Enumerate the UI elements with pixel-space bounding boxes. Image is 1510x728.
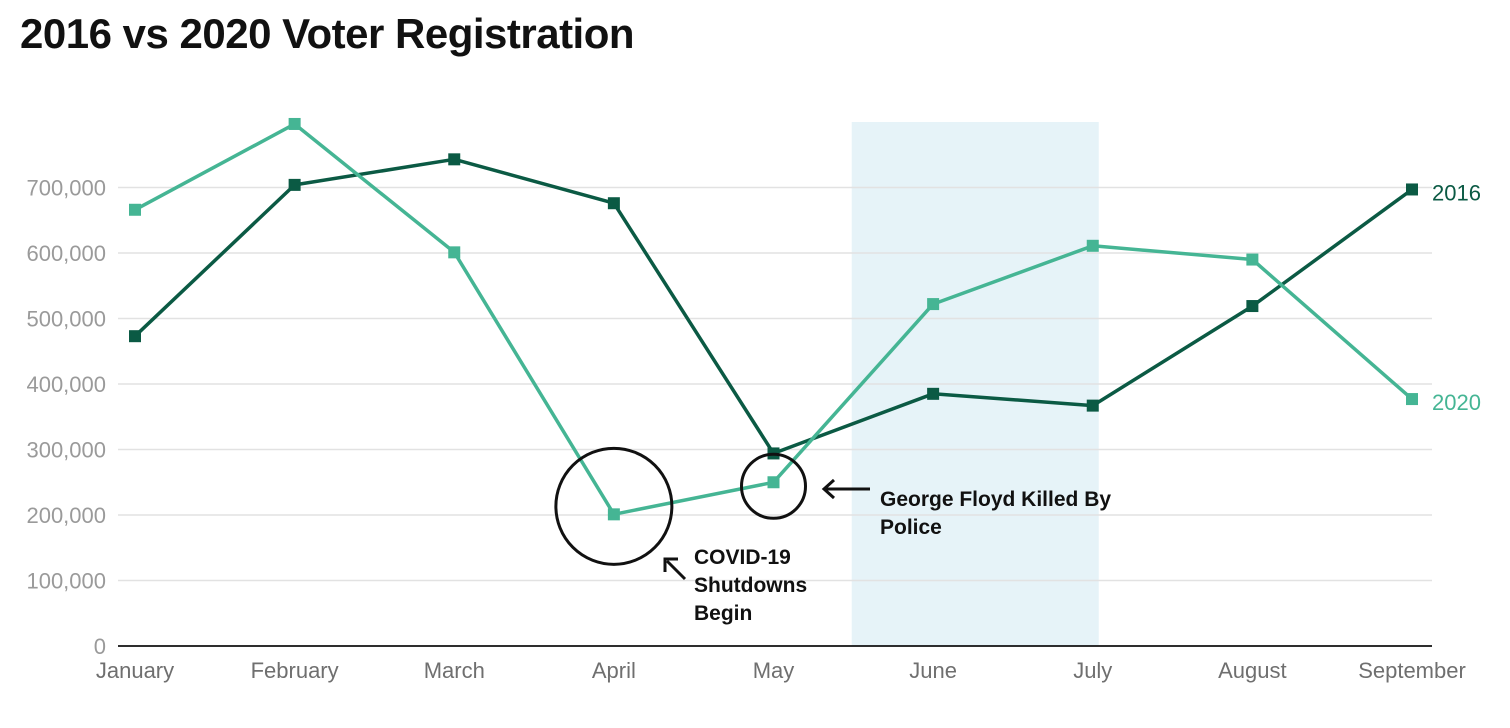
- annotation-text: Police: [880, 516, 942, 539]
- data-point-2020: [927, 298, 940, 311]
- y-tick-label: 0: [94, 634, 106, 659]
- series-label-2016: 2016: [1432, 180, 1481, 205]
- data-point-2020: [767, 476, 780, 489]
- y-tick-label: 200,000: [26, 503, 106, 528]
- y-tick-label: 400,000: [26, 372, 106, 397]
- data-point-2020: [1246, 253, 1259, 266]
- x-tick-label: February: [251, 658, 339, 683]
- x-tick-label: August: [1218, 658, 1287, 683]
- series-label-2020: 2020: [1432, 390, 1481, 415]
- x-tick-label: May: [753, 658, 795, 683]
- data-point-2016: [927, 387, 940, 400]
- data-point-2016: [1406, 183, 1418, 196]
- annotation-arrowhead: [663, 557, 678, 572]
- x-tick-label: January: [96, 658, 174, 683]
- data-point-2016: [607, 197, 620, 210]
- data-point-2016: [448, 153, 461, 166]
- data-point-2020: [1086, 239, 1099, 252]
- y-tick-label: 500,000: [26, 307, 106, 332]
- annotation-circle: [554, 446, 674, 566]
- x-tick-label: March: [424, 658, 485, 683]
- y-tick-label: 700,000: [26, 176, 106, 201]
- data-point-2016: [129, 330, 141, 343]
- x-tick-label: July: [1073, 658, 1112, 683]
- data-point-2016: [1086, 399, 1099, 412]
- annotation-text: COVID-19: [694, 546, 791, 569]
- y-tick-label: 600,000: [26, 241, 106, 266]
- annotation-text: Begin: [694, 602, 752, 625]
- data-point-2016: [1246, 300, 1259, 313]
- y-tick-label: 300,000: [26, 438, 106, 463]
- data-point-2020: [607, 508, 620, 521]
- data-point-2020: [448, 246, 461, 259]
- annotation-arrow: [665, 559, 687, 581]
- annotation-text: George Floyd Killed By: [880, 488, 1111, 511]
- x-tick-label: April: [592, 658, 636, 683]
- axis-layer: 0 100,000 200,000 300,000 400,000 500,000 600,…: [26, 176, 1465, 684]
- data-point-2020: [288, 117, 301, 130]
- annotation-arrowhead: [821, 478, 836, 500]
- annotation-text: Shutdowns: [694, 574, 807, 597]
- data-point-2020: [129, 203, 141, 216]
- grid-layer: [118, 186, 1432, 582]
- annotation-layer: COVID-19 Shutdowns Begin George Floyd Kille…: [554, 446, 1111, 625]
- data-point-2016: [288, 178, 301, 191]
- annotation-circle: [740, 452, 807, 520]
- series-line-2016: [133, 157, 1414, 456]
- x-tick-label: September: [1358, 658, 1466, 683]
- data-point-2020: [1406, 393, 1418, 406]
- y-tick-label: 100,000: [26, 569, 106, 594]
- x-tick-label: June: [909, 658, 957, 683]
- chart-title: 2016 vs 2020 Voter Registration: [20, 10, 635, 57]
